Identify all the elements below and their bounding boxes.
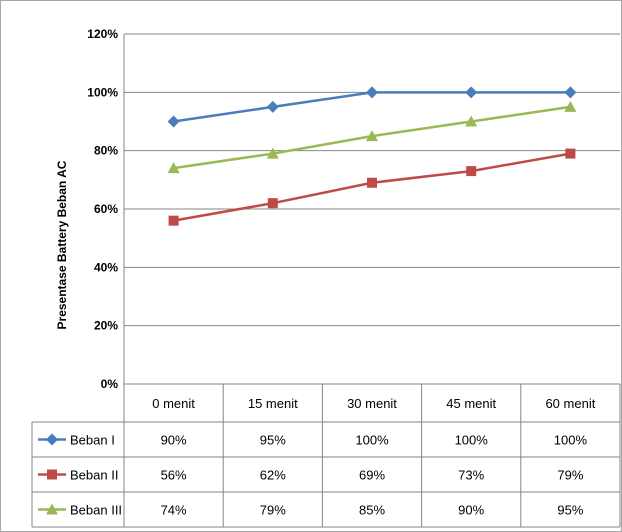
data-point: [266, 100, 279, 113]
y-tick-labels: 0% 20% 40% 60% 80% 100% 120%: [87, 27, 118, 391]
table-cell: 69%: [359, 468, 385, 483]
table-cell: 95%: [557, 503, 583, 518]
legend-marker: [46, 503, 58, 515]
table-cell: 74%: [161, 503, 187, 518]
y-tick-label: 120%: [87, 27, 118, 41]
legend-key: [38, 503, 66, 515]
series-3: [167, 100, 577, 174]
table-cell: 90%: [161, 433, 187, 448]
table-cell: 95%: [260, 433, 286, 448]
table-cell: 90%: [458, 503, 484, 518]
table-cell: 73%: [458, 468, 484, 483]
table-cell: 85%: [359, 503, 385, 518]
y-tick-label: 20%: [94, 319, 118, 333]
legend-marker: [47, 469, 57, 480]
data-point: [564, 100, 577, 112]
data-point: [366, 130, 378, 142]
x-tick-label: 30 menit: [347, 396, 397, 411]
data-point: [266, 147, 279, 159]
x-tick-label: 15 menit: [248, 396, 298, 411]
series-1: [167, 86, 577, 128]
table-cell: 100%: [355, 433, 389, 448]
y-axis-label: Presentase Battery Beban AC: [55, 160, 69, 329]
data-table: 0 menit 15 menit 30 menit 45 menit 60 menit B…: [31, 383, 621, 528]
y-tick-label: 80%: [94, 144, 118, 158]
data-point: [267, 198, 278, 209]
legend-marker: [46, 433, 58, 446]
y-tick-label: 40%: [94, 260, 118, 274]
legend-key: [38, 433, 66, 446]
table-cell: 56%: [161, 468, 187, 483]
table-cell: 62%: [260, 468, 286, 483]
y-tick-label: 100%: [87, 85, 118, 99]
data-point: [565, 148, 576, 159]
table-cell: 100%: [455, 433, 489, 448]
series-2: [168, 148, 576, 226]
data-point: [167, 162, 180, 174]
table-cell: 100%: [554, 433, 588, 448]
legend-entry: Beban III: [70, 503, 122, 518]
data-point: [168, 215, 179, 226]
legend-entry: Beban II: [70, 468, 118, 483]
x-tick-label: 45 menit: [446, 396, 496, 411]
data-point: [564, 86, 577, 99]
data-point: [465, 86, 478, 99]
x-tick-label: 60 menit: [545, 396, 595, 411]
y-tick-label: 0%: [101, 377, 119, 391]
data-point: [466, 166, 477, 177]
data-point: [366, 86, 378, 99]
legend-key: [38, 469, 66, 480]
table-cell: 79%: [557, 468, 583, 483]
x-tick-label: 0 menit: [152, 396, 195, 411]
table-cell: 79%: [260, 503, 286, 518]
data-point: [465, 115, 478, 127]
data-point: [367, 177, 377, 188]
y-tick-label: 60%: [94, 202, 118, 216]
data-point: [167, 115, 180, 128]
series-lines: [167, 86, 577, 226]
legend-entry: Beban I: [70, 433, 115, 448]
